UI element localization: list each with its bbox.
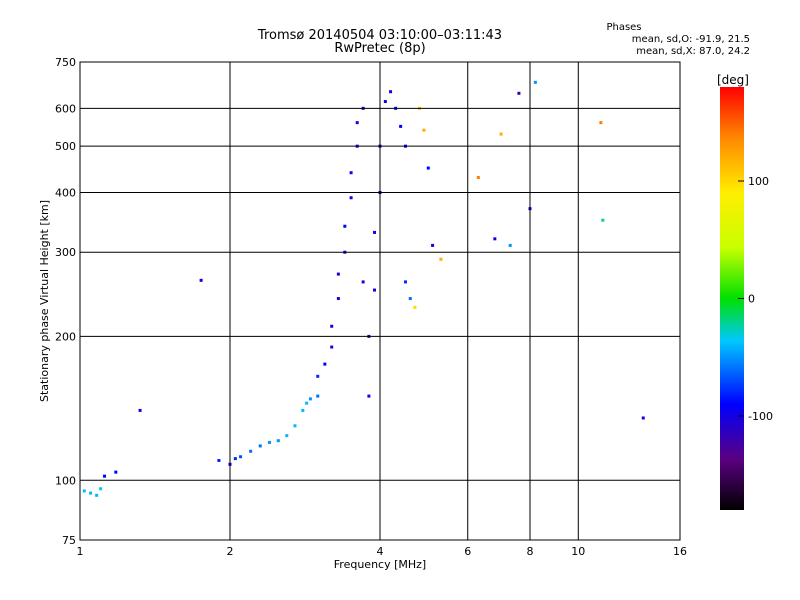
- y-tick-label: 750: [55, 56, 76, 69]
- data-point: [323, 362, 327, 366]
- data-point: [99, 487, 103, 491]
- scatter-points: [82, 80, 645, 497]
- data-point: [217, 458, 221, 462]
- y-tick-label: 400: [55, 186, 76, 199]
- y-tick-label: 600: [55, 102, 76, 115]
- x-tick-label: 10: [571, 545, 585, 558]
- data-point: [355, 121, 359, 125]
- data-point: [373, 230, 377, 234]
- data-point: [343, 224, 347, 228]
- data-point: [308, 397, 312, 401]
- y-tick-label: 500: [55, 140, 76, 153]
- data-point: [114, 470, 118, 474]
- data-point: [199, 278, 203, 282]
- data-point: [476, 175, 480, 179]
- colorbar-tick-label: 100: [748, 175, 769, 188]
- data-point: [413, 305, 417, 309]
- data-point: [330, 345, 334, 349]
- data-point: [233, 457, 237, 461]
- stats-title: Phases: [606, 22, 642, 33]
- data-point: [426, 166, 430, 170]
- stats-line-x: mean, sd,X: 87.0, 24.2: [636, 46, 750, 57]
- data-point: [439, 257, 443, 261]
- data-point: [373, 288, 377, 292]
- data-point: [361, 280, 365, 284]
- y-axis-label: Stationary phase Virtual Height [km]: [38, 200, 51, 402]
- grid-lines: [80, 62, 680, 540]
- data-point: [601, 218, 605, 222]
- data-point: [258, 444, 262, 448]
- data-point: [422, 128, 426, 132]
- data-point: [82, 489, 86, 493]
- data-point: [493, 237, 497, 241]
- y-tick-label: 300: [55, 246, 76, 259]
- data-point: [349, 196, 353, 200]
- x-tick-label: 4: [377, 545, 384, 558]
- data-point: [138, 408, 142, 412]
- data-point: [267, 440, 271, 444]
- data-point: [389, 90, 393, 94]
- data-point: [399, 124, 403, 128]
- x-tick-label: 6: [464, 545, 471, 558]
- data-point: [367, 394, 371, 398]
- data-point: [533, 80, 537, 84]
- data-point: [249, 449, 253, 453]
- data-point: [305, 401, 309, 405]
- data-point: [336, 297, 340, 301]
- y-tick-label: 75: [62, 534, 76, 547]
- data-point: [641, 416, 645, 420]
- colorbar-ticks: 100 0 -100: [738, 175, 773, 423]
- data-point: [239, 455, 243, 459]
- y-tick-label: 200: [55, 330, 76, 343]
- x-tick-label: 16: [673, 545, 687, 558]
- data-point: [403, 280, 407, 284]
- data-point: [276, 439, 280, 443]
- stats-line-o: mean, sd,O: -91.9, 21.5: [631, 34, 750, 45]
- colorbar-label: [deg]: [717, 73, 749, 87]
- y-tick-label: 100: [55, 474, 76, 487]
- data-point: [316, 394, 320, 398]
- colorbar-tick-label: 0: [748, 293, 755, 306]
- data-point: [103, 474, 107, 478]
- data-point: [316, 374, 320, 378]
- data-point: [285, 434, 289, 438]
- plot-frame: [79, 61, 681, 541]
- x-tick-label: 2: [227, 545, 234, 558]
- colorbar-tick-label: -100: [748, 410, 773, 423]
- data-point: [95, 493, 99, 497]
- x-axis-ticks: 1 2 4 6 8 10 16: [77, 545, 688, 558]
- data-point: [408, 297, 412, 301]
- data-point: [301, 408, 305, 412]
- data-point: [508, 243, 512, 247]
- data-point: [349, 171, 353, 175]
- data-point: [431, 243, 435, 247]
- data-point: [599, 121, 603, 125]
- x-tick-label: 8: [527, 545, 534, 558]
- chart-subtitle: RwPretec (8p): [334, 41, 426, 56]
- data-point: [89, 491, 93, 495]
- data-point: [336, 272, 340, 276]
- x-tick-label: 1: [77, 545, 84, 558]
- data-point: [517, 91, 521, 95]
- data-point: [293, 424, 297, 428]
- chart-title: Tromsø 20140504 03:10:00–03:11:43: [257, 28, 503, 43]
- y-axis-ticks: 75 100 200 300 400 500 600 750: [55, 56, 76, 547]
- x-axis-label: Frequency [MHz]: [334, 558, 426, 571]
- data-point: [499, 132, 503, 136]
- data-point: [383, 100, 387, 104]
- data-point: [330, 324, 334, 328]
